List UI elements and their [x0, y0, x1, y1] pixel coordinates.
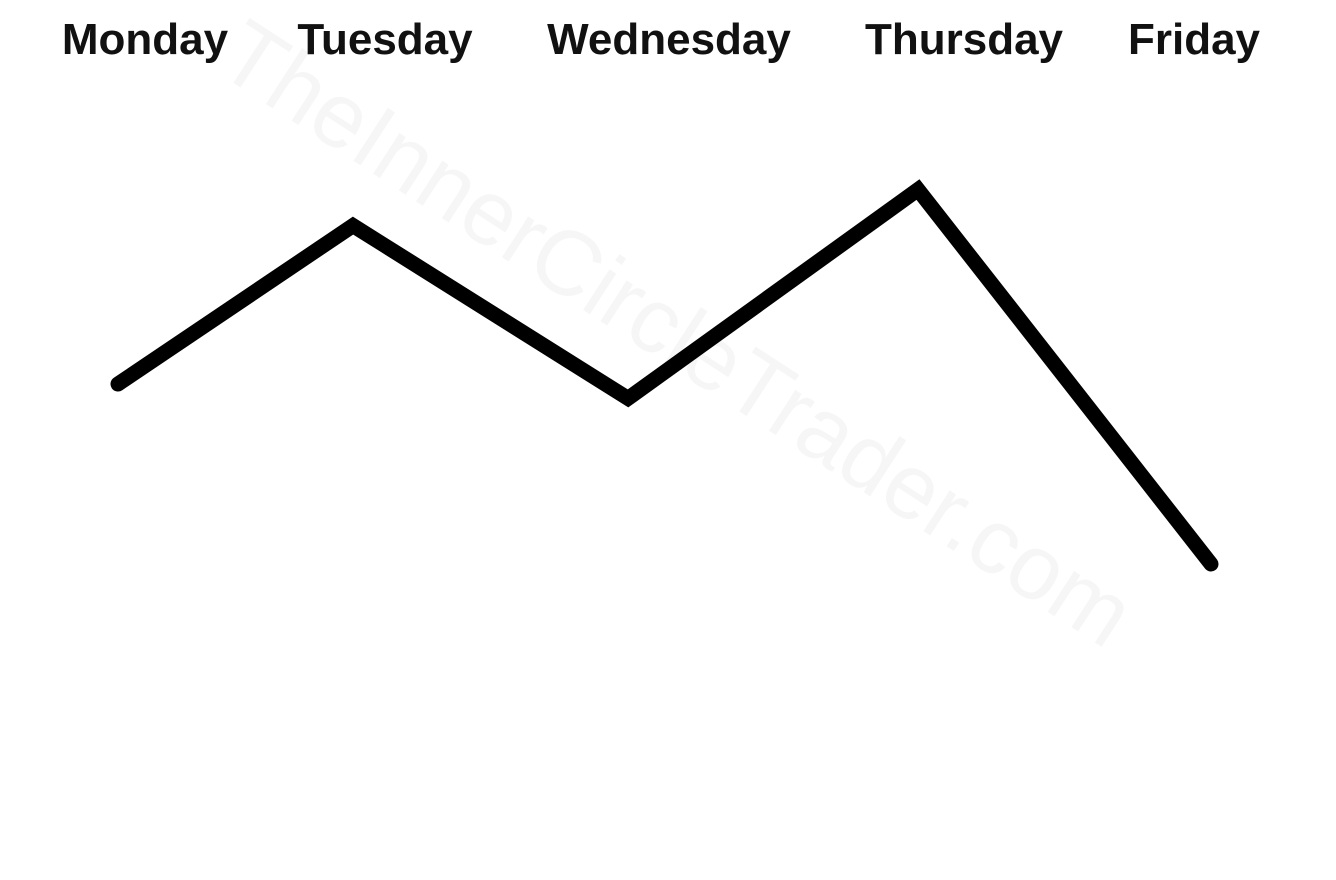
data-point-monday	[117, 383, 119, 385]
day-label-monday: Monday	[62, 15, 229, 64]
data-point-thursday	[917, 189, 919, 191]
data-point-wednesday	[627, 397, 629, 399]
data-point-friday	[1210, 563, 1212, 565]
data-points	[117, 189, 1212, 565]
day-label-wednesday: Wednesday	[547, 15, 791, 64]
day-label-thursday: Thursday	[865, 15, 1064, 64]
day-label-tuesday: Tuesday	[297, 15, 473, 64]
data-point-tuesday	[352, 225, 354, 227]
day-label-friday: Friday	[1128, 15, 1261, 64]
day-labels: Monday Tuesday Wednesday Thursday Friday	[62, 15, 1261, 64]
